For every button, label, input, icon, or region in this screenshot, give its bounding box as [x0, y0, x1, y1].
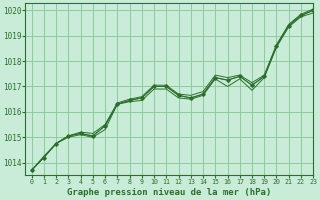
X-axis label: Graphe pression niveau de la mer (hPa): Graphe pression niveau de la mer (hPa)	[67, 188, 271, 197]
